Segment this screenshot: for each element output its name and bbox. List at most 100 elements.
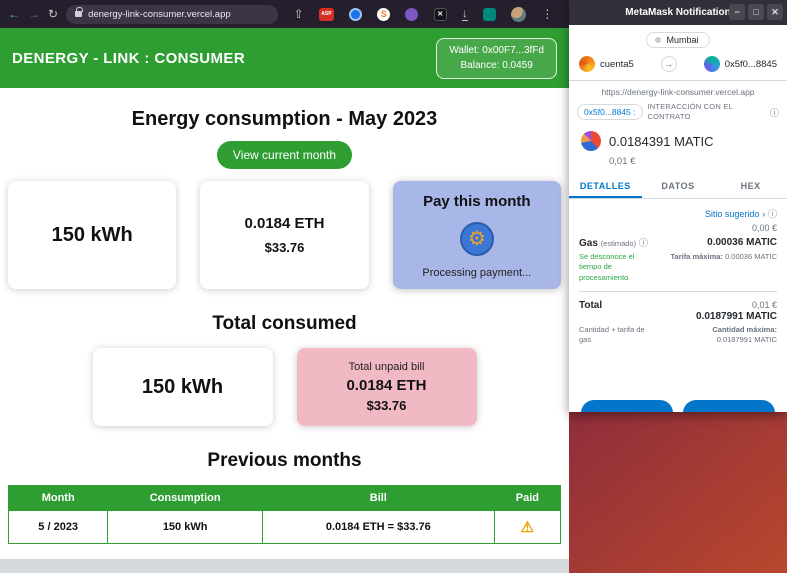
arrow-icon: → xyxy=(660,56,677,72)
cell-consumption: 150 kWh xyxy=(107,510,263,544)
max-amount-label: Cantidad máxima: xyxy=(712,324,777,334)
total-row: 150 kWh Total unpaid bill 0.0184 ETH $33… xyxy=(0,348,569,426)
metamask-body: Mumbai cuenta5 → 0x5f0...8845 https://de… xyxy=(569,25,787,412)
contract-interaction-label: INTERACCIÓN CON EL CONTRATO xyxy=(647,102,733,122)
recipient-account[interactable]: 0x5f0...8845 xyxy=(703,56,777,72)
forward-icon[interactable]: → xyxy=(28,7,40,21)
cell-bill: 0.0184 ETH = $33.76 xyxy=(261,510,495,544)
recipient-avatar xyxy=(703,56,720,72)
cell-month: 5 / 2023 xyxy=(7,510,109,544)
extension-purple-icon[interactable] xyxy=(405,7,419,21)
max-fee-value: 0.00036 MATIC xyxy=(725,252,777,262)
cards-row: 150 kWh 0.0184 ETH $33.76 Pay this month… xyxy=(0,181,569,289)
sender-avatar xyxy=(579,56,595,72)
total-consumed-heading: Total consumed xyxy=(212,313,357,334)
suggested-site-link[interactable]: Sitio sugerido xyxy=(704,209,760,220)
page-title: Energy consumption - May 2023 xyxy=(131,108,438,130)
network-pill[interactable]: Mumbai xyxy=(646,32,710,48)
info-icon[interactable]: ⓘ xyxy=(638,238,648,249)
column-bill: Bill xyxy=(261,485,495,511)
bill-usd-value: $33.76 xyxy=(264,240,305,255)
view-current-month-button[interactable]: View current month xyxy=(216,141,353,169)
gas-sublabel: (estimado) xyxy=(600,239,637,249)
reject-button[interactable] xyxy=(581,400,673,412)
column-paid: Paid xyxy=(493,485,562,511)
network-name: Mumbai xyxy=(666,35,699,45)
confirm-button[interactable] xyxy=(683,400,775,412)
extension-s-icon[interactable]: S xyxy=(377,7,391,21)
menu-icon[interactable]: ⋮ xyxy=(541,7,554,21)
page-content: Energy consumption - May 2023 View curre… xyxy=(0,88,569,559)
total-fiat: 0,01 € xyxy=(751,299,777,310)
site-title: DENERGY - LINK : CONSUMER xyxy=(12,49,246,67)
bill-eth-value: 0.0184 ETH xyxy=(244,215,325,232)
site-header: DENERGY - LINK : CONSUMER Wallet: 0x00F7… xyxy=(0,28,569,88)
pay-this-month-card[interactable]: Pay this month ⚙ Processing payment... xyxy=(392,181,561,289)
contract-row: 0x5f0...8845 : INTERACCIÓN CON EL CONTRA… xyxy=(569,102,787,122)
divider xyxy=(579,290,777,292)
url-text: denergy-link-consumer.vercel.app xyxy=(88,8,231,20)
total-label: Total xyxy=(579,299,603,311)
toolbar-icons: ⇧ ASP S ✕ ↓ ⋮ xyxy=(286,6,561,22)
max-fee-label: Tarifa máxima: xyxy=(670,252,723,262)
max-fee: Tarifa máxima: 0.00036 MATIC xyxy=(671,252,777,261)
info-icon[interactable]: ⓘ xyxy=(767,209,777,220)
gas-label: Gas xyxy=(579,238,598,250)
bill-card: 0.0184 ETH $33.76 xyxy=(200,181,369,289)
consumption-card: 150 kWh xyxy=(8,181,177,289)
download-icon[interactable]: ↓ xyxy=(461,6,468,21)
minimize-button[interactable]: − xyxy=(729,4,745,20)
consumption-value: 150 kWh xyxy=(51,223,133,246)
coin-gear-icon: ⚙ xyxy=(459,221,494,256)
url-bar[interactable]: denergy-link-consumer.vercel.app xyxy=(66,4,279,24)
max-amount-value: 0.0187991 MATIC xyxy=(716,334,777,344)
table-header-row: Month Consumption Bill Paid xyxy=(7,485,562,511)
wallet-info-box: Wallet: 0x00F7...3fFd Balance: 0.0459 xyxy=(436,37,557,79)
profile-avatar[interactable] xyxy=(511,6,527,22)
accounts-row: cuenta5 → 0x5f0...8845 xyxy=(569,53,787,80)
browser-bottom-strip xyxy=(0,559,569,573)
fee-fiat: 0,00 € xyxy=(751,223,777,234)
maximize-button[interactable]: □ xyxy=(748,4,764,20)
extension-blue-icon[interactable] xyxy=(349,7,363,21)
total-value: 0.0187991 MATIC xyxy=(696,310,777,322)
close-button[interactable]: ✕ xyxy=(767,4,783,20)
column-consumption: Consumption xyxy=(107,485,263,511)
origin-url: https://denergy-link-consumer.vercel.app xyxy=(601,87,755,97)
amount-row: 0.0184391 MATIC xyxy=(569,129,787,153)
total-consumption-value: 150 kWh xyxy=(141,375,224,398)
pay-card-title: Pay this month xyxy=(423,193,531,210)
amount-fiat: 0,01 € xyxy=(609,156,636,168)
back-icon[interactable]: ← xyxy=(8,7,20,21)
share-icon[interactable]: ⇧ xyxy=(293,7,304,21)
window-controls: − □ ✕ xyxy=(729,4,783,20)
warning-icon: ⚠ xyxy=(520,519,535,536)
token-icon xyxy=(581,131,601,152)
browser-window: ← → ↻ denergy-link-consumer.vercel.app ⇧… xyxy=(0,0,569,573)
network-dot-icon xyxy=(655,37,662,43)
sender-name: cuenta5 xyxy=(600,58,634,70)
extension-teal-icon[interactable] xyxy=(483,7,497,21)
unpaid-bill-label: Total unpaid bill xyxy=(348,361,425,373)
payment-status-text: Processing payment... xyxy=(422,267,532,279)
recipient-address: 0x5f0...8845 xyxy=(724,58,777,70)
extension-asp-icon[interactable]: ASP xyxy=(318,7,334,21)
tab-hex[interactable]: HEX xyxy=(740,181,761,192)
tab-datos[interactable]: DATOS xyxy=(661,181,695,192)
amount-value: 0.0184391 MATIC xyxy=(609,133,714,149)
column-month: Month xyxy=(7,485,109,511)
previous-months-table: Month Consumption Bill Paid 5 / 2023 150… xyxy=(7,485,562,544)
extension-x-icon[interactable]: ✕ xyxy=(433,7,447,21)
info-icon[interactable]: ⓘ xyxy=(769,107,779,118)
tab-detalles[interactable]: DETALLES xyxy=(569,175,642,199)
browser-toolbar: ← → ↻ denergy-link-consumer.vercel.app ⇧… xyxy=(0,0,569,28)
gear-glyph: ⚙ xyxy=(467,227,486,250)
contract-address-pill[interactable]: 0x5f0...8845 : xyxy=(577,104,643,121)
metamask-titlebar: MetaMask Notification − □ ✕ xyxy=(569,0,787,25)
refresh-icon[interactable]: ↻ xyxy=(48,7,59,21)
unpaid-eth-value: 0.0184 ETH xyxy=(346,377,427,394)
divider xyxy=(569,80,787,81)
sender-account[interactable]: cuenta5 xyxy=(579,56,634,72)
metamask-window: MetaMask Notification − □ ✕ Mumbai cuent… xyxy=(569,0,787,412)
